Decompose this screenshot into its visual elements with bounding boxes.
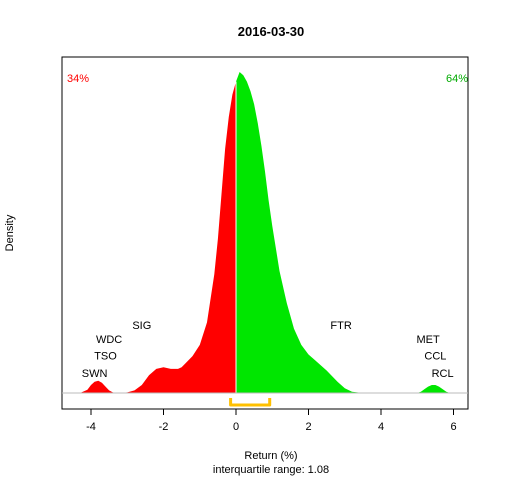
y-axis-label: Density (4, 214, 16, 251)
positive-share-label: 64% (446, 73, 468, 85)
negative-density-area (62, 81, 236, 393)
x-tick-label: 0 (233, 421, 239, 433)
x-axis: -4 -2 0 2 4 6 (86, 408, 457, 433)
ticker-annotations: SWN TSO WDC SIG FTR MET CCL RCL (82, 320, 454, 380)
annotation-ftr: FTR (330, 320, 351, 332)
iqr-bracket-line (229, 398, 272, 407)
annotation-wdc: WDC (96, 334, 122, 346)
chart-subtitle: interquartile range: 1.08 (213, 464, 329, 476)
density-areas (62, 72, 468, 393)
x-tick-label: 4 (378, 421, 384, 433)
annotation-swn: SWN (82, 368, 108, 380)
x-tick-label: -4 (86, 421, 96, 433)
x-tick-label: 6 (450, 421, 456, 433)
x-axis-label: Return (%) (244, 450, 297, 462)
annotation-ccl: CCL (424, 350, 446, 362)
annotation-sig: SIG (132, 320, 151, 332)
positive-density-area (236, 72, 468, 393)
negative-share-label: 34% (67, 73, 89, 85)
annotation-tso: TSO (94, 350, 117, 362)
x-tick-label: 2 (305, 421, 311, 433)
annotation-met: MET (416, 334, 440, 346)
chart-title: 2016-03-30 (238, 24, 305, 39)
annotation-rcl: RCL (432, 368, 454, 380)
x-tick-label: -2 (159, 421, 169, 433)
iqr-bracket (229, 398, 272, 407)
